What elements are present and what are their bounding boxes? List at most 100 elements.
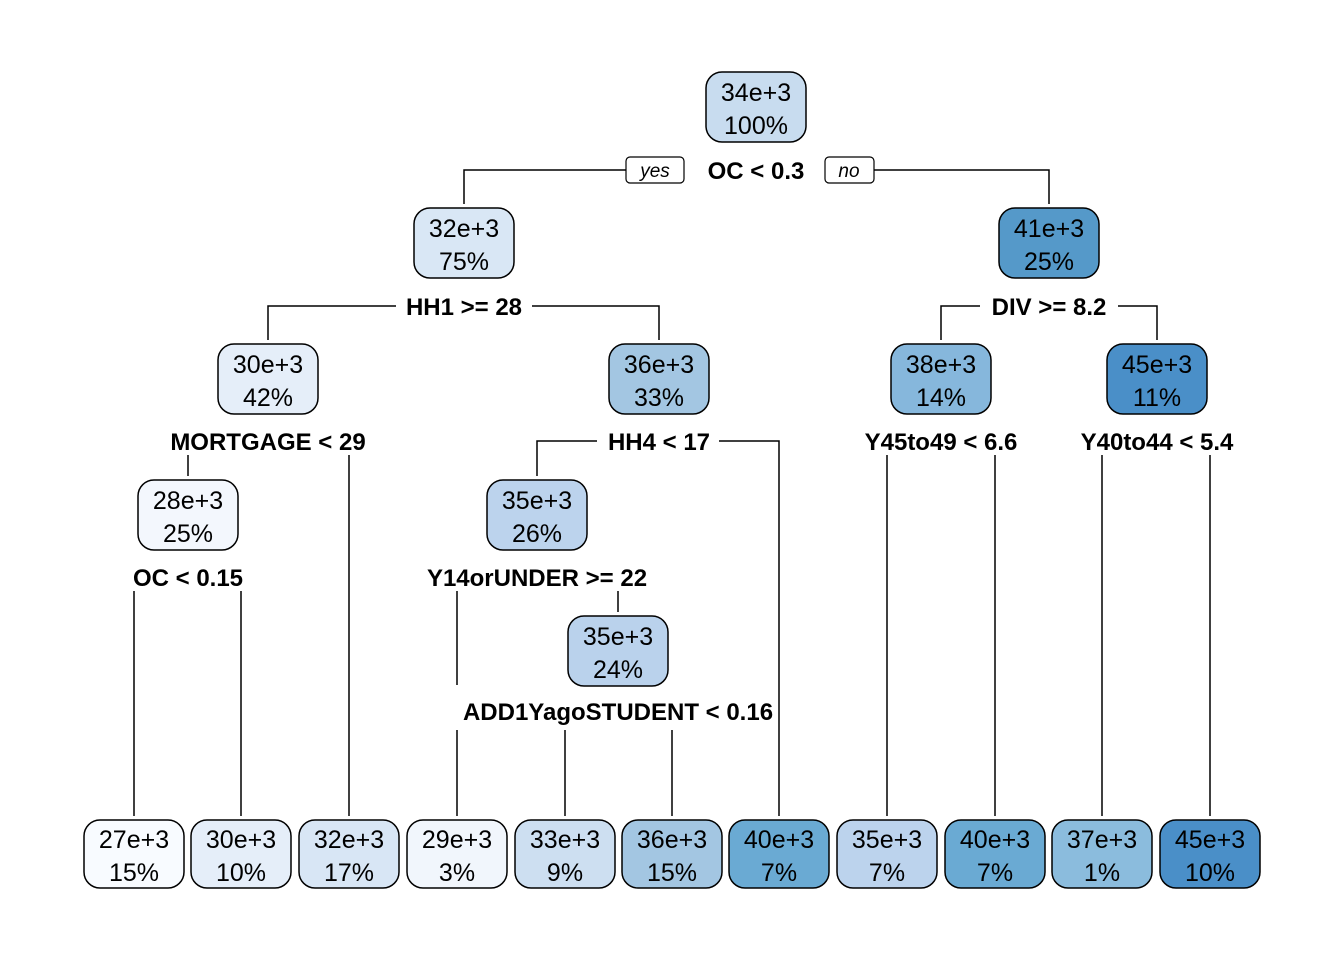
- node-percent: 33%: [634, 384, 684, 412]
- tree-nodes: 34e+3 100% 32e+3 75% 41e+3 25% 30e+3 42%…: [83, 71, 1261, 889]
- tree-edges: [133, 169, 1211, 816]
- node-box: [705, 71, 807, 143]
- yes-label-box: [625, 156, 685, 184]
- node-box: [514, 819, 616, 889]
- node-box: [137, 479, 239, 551]
- node-percent: 17%: [324, 859, 374, 887]
- split-label-n5: HH4 < 17: [608, 429, 710, 456]
- node-box: [621, 819, 723, 889]
- node-box: [217, 343, 319, 415]
- node-value: 27e+3: [99, 826, 169, 854]
- node-box: [406, 819, 508, 889]
- node-box: [486, 479, 588, 551]
- node-percent: 25%: [1024, 248, 1074, 276]
- node-percent: 7%: [977, 859, 1013, 887]
- tree-node-n8: 28e+3 25%: [137, 479, 239, 551]
- tree-node-n5: 36e+3 33%: [608, 343, 710, 415]
- split-label-n3: DIV >= 8.2: [992, 294, 1107, 321]
- node-box: [1106, 343, 1208, 415]
- tree-leaf: 27e+3 15%: [83, 819, 185, 889]
- node-value: 30e+3: [206, 826, 276, 854]
- node-box: [1051, 819, 1153, 889]
- node-value: 37e+3: [1067, 826, 1137, 854]
- node-box: [836, 819, 938, 889]
- edge-n5-left: [536, 440, 597, 476]
- tree-node-n3: 41e+3 25%: [998, 207, 1100, 279]
- node-value: 35e+3: [502, 487, 572, 515]
- node-value: 30e+3: [233, 351, 303, 379]
- split-label-n6: Y45to49 < 6.6: [865, 429, 1018, 456]
- tree-node-n7: 45e+3 11%: [1106, 343, 1208, 415]
- tree-leaf: 35e+3 7%: [836, 819, 938, 889]
- yes-label-text: yes: [638, 161, 670, 182]
- node-box: [1159, 819, 1261, 889]
- tree-node-n2: 32e+3 75%: [413, 207, 515, 279]
- node-percent: 11%: [1133, 384, 1181, 412]
- yes-no-labels: yes no: [625, 156, 875, 184]
- node-box: [998, 207, 1100, 279]
- tree-leaf: 37e+3 1%: [1051, 819, 1153, 889]
- node-value: 35e+3: [852, 826, 922, 854]
- split-label-n2: HH1 >= 28: [406, 294, 522, 321]
- node-percent: 1%: [1084, 859, 1120, 887]
- node-percent: 100%: [724, 112, 788, 140]
- tree-leaf: 36e+3 15%: [621, 819, 723, 889]
- node-box: [83, 819, 185, 889]
- node-percent: 7%: [869, 859, 905, 887]
- node-percent: 25%: [163, 520, 213, 548]
- tree-leaf: 40e+3 7%: [728, 819, 830, 889]
- edge-root-yes: [463, 169, 626, 204]
- split-label-root: OC < 0.3: [708, 158, 805, 185]
- node-percent: 26%: [512, 520, 562, 548]
- tree-leaf: 30e+3 10%: [190, 819, 292, 889]
- node-box: [298, 819, 400, 889]
- split-label-n4: MORTGAGE < 29: [170, 429, 365, 456]
- tree-node-n4: 30e+3 42%: [217, 343, 319, 415]
- node-box: [567, 615, 669, 687]
- tree-node-root: 34e+3 100%: [705, 71, 807, 143]
- node-value: 45e+3: [1122, 351, 1192, 379]
- split-label-n9: Y14orUNDER >= 22: [427, 565, 647, 592]
- node-percent: 15%: [109, 859, 159, 887]
- no-label-box: [824, 156, 875, 184]
- node-value: 28e+3: [153, 487, 223, 515]
- node-percent: 9%: [547, 859, 583, 887]
- no-label: no: [824, 156, 875, 184]
- node-value: 32e+3: [314, 826, 384, 854]
- node-percent: 75%: [439, 248, 489, 276]
- node-value: 40e+3: [744, 826, 814, 854]
- tree-leaf: 33e+3 9%: [514, 819, 616, 889]
- node-value: 38e+3: [906, 351, 976, 379]
- tree-leaf: 40e+3 7%: [944, 819, 1046, 889]
- node-value: 36e+3: [637, 826, 707, 854]
- node-value: 41e+3: [1014, 215, 1084, 243]
- node-value: 45e+3: [1175, 826, 1245, 854]
- edge-n5-right: [719, 440, 780, 816]
- node-box: [190, 819, 292, 889]
- split-label-n8: OC < 0.15: [133, 565, 243, 592]
- node-percent: 14%: [916, 384, 966, 412]
- edge-root-no: [874, 169, 1050, 204]
- split-labels: OC < 0.3 HH1 >= 28 DIV >= 8.2 MORTGAGE <…: [133, 158, 1234, 726]
- node-percent: 24%: [593, 656, 643, 684]
- node-percent: 3%: [439, 859, 475, 887]
- tree-node-n6: 38e+3 14%: [890, 343, 992, 415]
- node-value: 35e+3: [583, 623, 653, 651]
- yes-label: yes: [625, 156, 685, 184]
- node-value: 40e+3: [960, 826, 1030, 854]
- node-percent: 7%: [761, 859, 797, 887]
- no-label-text: no: [838, 161, 859, 182]
- tree-node-n9: 35e+3 26%: [486, 479, 588, 551]
- node-percent: 10%: [216, 859, 266, 887]
- tree-node-n10: 35e+3 24%: [567, 615, 669, 687]
- node-value: 29e+3: [422, 826, 492, 854]
- node-box: [413, 207, 515, 279]
- node-value: 34e+3: [721, 79, 791, 107]
- node-box: [728, 819, 830, 889]
- edge-n2-left: [267, 305, 396, 340]
- node-box: [890, 343, 992, 415]
- node-value: 36e+3: [624, 351, 694, 379]
- node-box: [608, 343, 710, 415]
- tree-leaf: 45e+3 10%: [1159, 819, 1261, 889]
